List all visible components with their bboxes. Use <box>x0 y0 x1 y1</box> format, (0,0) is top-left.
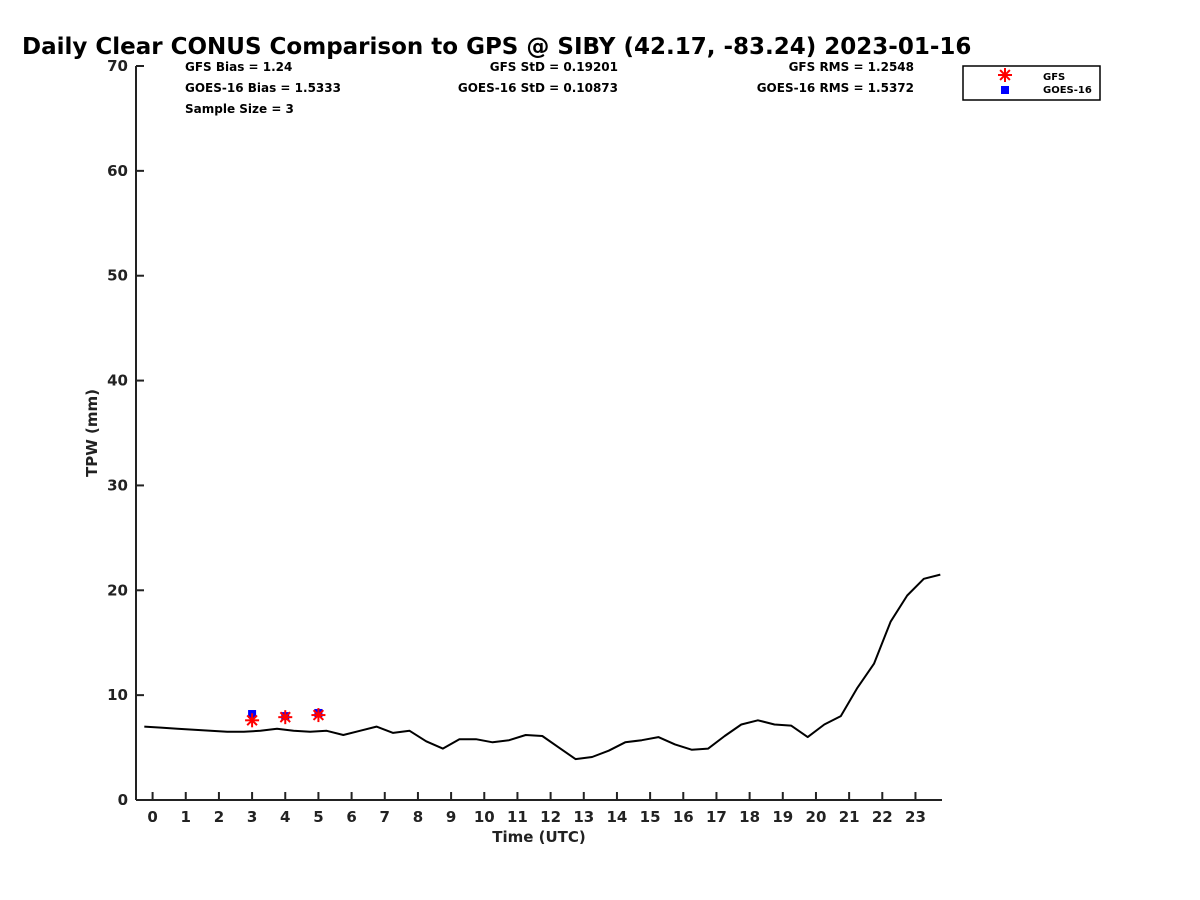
legend-gfs-label: GFS <box>1043 72 1065 83</box>
legend-goes-label: GOES-16 <box>1043 85 1092 96</box>
sample-size-text: Sample Size = 3 <box>185 102 294 116</box>
gfs-point <box>311 708 326 723</box>
x-tick-label: 15 <box>640 808 661 826</box>
x-tick-label: 4 <box>280 808 290 826</box>
gfs-rms-text: GFS RMS = 1.2548 <box>789 60 914 74</box>
x-tick-label: 10 <box>474 808 495 826</box>
x-tick-label: 2 <box>214 808 224 826</box>
x-tick-label: 20 <box>806 808 827 826</box>
x-tick-label: 8 <box>413 808 423 826</box>
plot-area <box>144 573 941 761</box>
axes <box>135 65 942 801</box>
gfs-bias-text: GFS Bias = 1.24 <box>185 60 292 74</box>
legend-gfs-marker <box>998 68 1012 82</box>
x-tick-label: 21 <box>839 808 860 826</box>
x-tick-label: 7 <box>380 808 390 826</box>
y-tick-label: 10 <box>107 686 128 704</box>
gfs-point <box>245 713 260 728</box>
x-tick-label: 11 <box>507 808 528 826</box>
gfs-std-text: GFS StD = 0.19201 <box>490 60 618 74</box>
legend-box <box>962 65 1101 101</box>
goes-bias-text: GOES-16 Bias = 1.5333 <box>185 81 341 95</box>
legend: GFS GOES-16 <box>962 65 1101 101</box>
gfs-point <box>278 710 293 725</box>
y-tick-label: 60 <box>107 162 128 180</box>
y-tick-label: 70 <box>107 57 128 75</box>
y-tick-label: 40 <box>107 372 128 390</box>
chart-title: Daily Clear CONUS Comparison to GPS @ SI… <box>22 34 971 60</box>
goes-rms-text: GOES-16 RMS = 1.5372 <box>757 81 914 95</box>
y-tick-label: 50 <box>107 267 128 285</box>
x-tick-label: 0 <box>147 808 157 826</box>
x-tick-label: 1 <box>181 808 191 826</box>
x-tick-label: 19 <box>772 808 793 826</box>
goes-std-text: GOES-16 StD = 0.10873 <box>458 81 618 95</box>
x-tick-label: 6 <box>346 808 356 826</box>
y-tick-label: 20 <box>107 581 128 599</box>
x-axis-label: Time (UTC) <box>492 828 586 846</box>
x-tick-label: 23 <box>905 808 926 826</box>
legend-goes-marker <box>1001 86 1009 94</box>
x-tick-label: 14 <box>607 808 628 826</box>
legend-gfs-asterisk <box>998 68 1012 82</box>
x-tick-label: 16 <box>673 808 694 826</box>
x-tick-label: 12 <box>540 808 561 826</box>
x-tick-label: 9 <box>446 808 456 826</box>
x-tick-label: 22 <box>872 808 893 826</box>
x-tick-label: 13 <box>573 808 594 826</box>
x-tick-label: 5 <box>313 808 323 826</box>
x-tick-label: 17 <box>706 808 727 826</box>
y-tick-label: 30 <box>107 476 128 494</box>
y-axis-label: TPW (mm) <box>83 389 101 477</box>
x-tick-label: 18 <box>739 808 760 826</box>
gps-tpw-line <box>144 573 941 761</box>
y-tick-label: 0 <box>118 791 128 809</box>
stats-block: GFS Bias = 1.24 GOES-16 Bias = 1.5333 Sa… <box>185 60 914 116</box>
x-tick-label: 3 <box>247 808 257 826</box>
